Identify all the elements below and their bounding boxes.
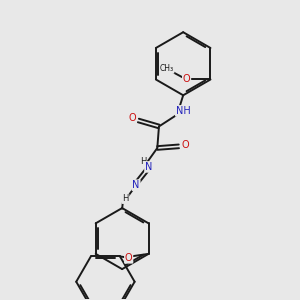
Text: NH: NH [176, 106, 190, 116]
Text: N: N [145, 162, 152, 172]
Text: H: H [140, 157, 146, 166]
Text: CH₃: CH₃ [160, 64, 174, 73]
Text: O: O [181, 140, 189, 150]
Text: H: H [122, 194, 129, 203]
Text: O: O [183, 74, 190, 85]
Text: N: N [132, 180, 140, 190]
Text: O: O [129, 113, 136, 123]
Text: O: O [125, 253, 133, 263]
